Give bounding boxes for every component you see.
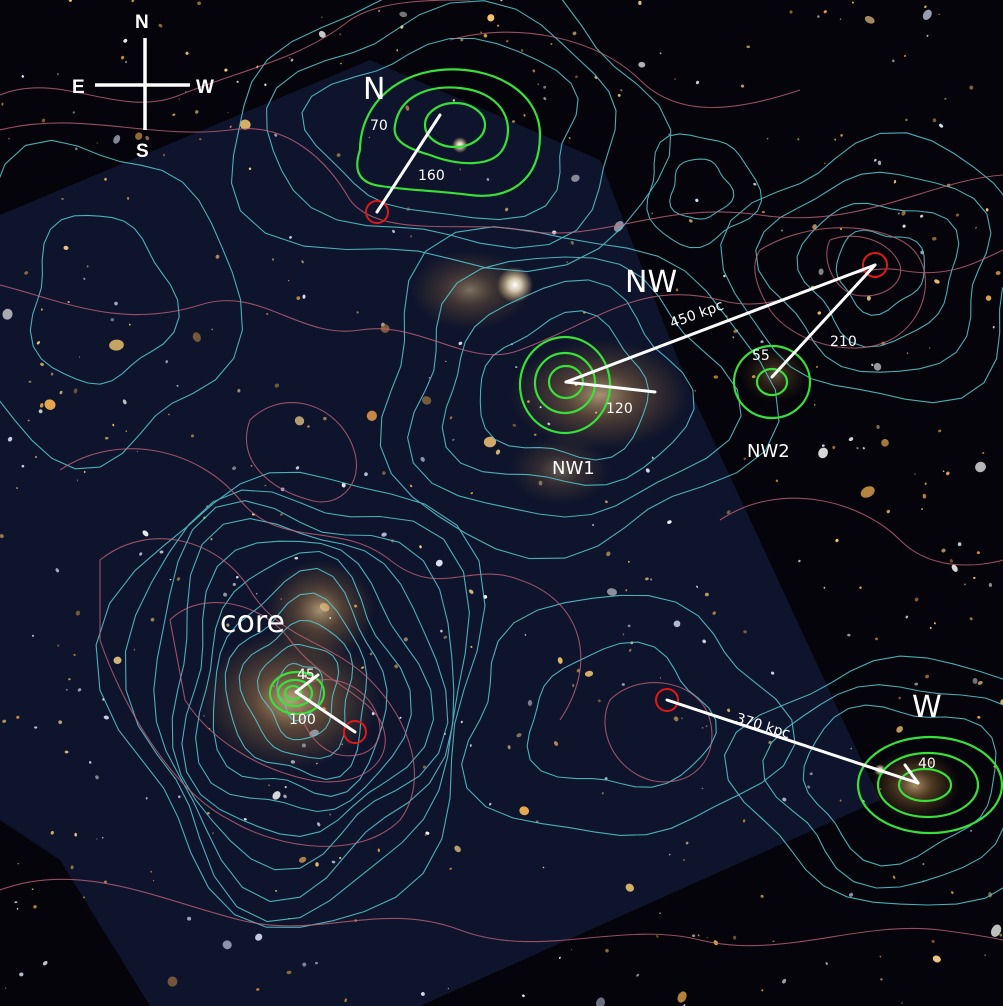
lensing-contour-ring [526,641,717,788]
label-nw1: NW1 [552,458,595,479]
lensing-contour-ring [802,704,997,867]
lensing-contour-ring [723,655,1003,906]
lensing-contour-ring [720,132,1003,404]
lensing-contour-ring [29,214,180,385]
xray-peak-northwest [862,252,888,278]
contour-w-outer [856,735,1003,835]
line-nw1-120 [564,380,657,394]
compass-south-label: S [136,141,149,162]
contour-nw1-inner [547,364,585,400]
label-core-offset-large: 100 [289,712,316,728]
contour-n-mid [393,86,510,165]
lensing-contour-ring [796,202,960,348]
contour-w-mid [876,751,980,819]
xray-peak-west [655,688,679,712]
label-nw: NW [625,265,677,300]
lensing-contour-ring [256,644,340,741]
line-core-100 [294,690,357,734]
lensing-contour-ring [407,256,742,518]
label-nw2-offset-large: 210 [830,334,857,350]
lensing-contour-ring [238,619,354,760]
compass-east-label: E [72,77,85,98]
label-w-offset: 40 [918,756,936,772]
contour-w-inner [897,767,953,803]
contour-nw2-inner [755,367,789,397]
lensing-contour-ring [379,226,780,560]
compass-west-label: W [196,77,214,98]
lensing-contour-ring [646,133,763,249]
contour-n-inner [423,101,487,149]
lensing-contour-ring [755,171,992,373]
lensing-contour-ring [461,594,796,836]
label-nw2-offset-small: 55 [752,348,770,364]
label-n-offset-large: 160 [418,168,445,184]
xray-peak-north [365,200,389,224]
line-w-40 [903,763,920,785]
xray-peak-core [343,720,367,744]
lensing-contour-ring [835,229,925,316]
label-nw2: NW2 [747,441,790,462]
lensing-contour-ring [124,489,470,923]
lensing-contour-ring [669,158,735,220]
label-core-offset-small: 45 [297,667,315,683]
lensing-contour-ring [153,500,455,903]
compass: N S E W [72,12,214,162]
hst-footprint [0,60,880,1006]
xray-peaks [343,200,888,744]
contour-nw1-outer [518,335,612,435]
contour-core-mid [276,678,314,708]
label-w: W [912,690,942,725]
lensing-contour-ring [0,139,243,470]
label-n-offset-small: 70 [370,118,388,134]
label-core: core [220,605,285,640]
compass-north-label: N [135,12,149,33]
line-n [375,113,442,214]
contour-core-outer [268,670,326,716]
xray-contours [0,0,1003,947]
label-n: N [363,72,385,107]
contour-nw1-mid [533,351,597,415]
lensing-contour-ring [301,37,579,221]
lensing-contour-ring [276,662,323,722]
lensing-contour-ring [195,550,412,813]
contour-nw2-outer [732,344,812,420]
lensing-contour-ring [212,567,388,797]
substructure-contours [268,68,1003,835]
lensing-contour-ring [171,518,449,871]
line-w-370 [665,698,920,785]
separation-lines [294,113,920,785]
line-nw-450 [564,263,877,384]
lensing-contour-ring [230,0,672,273]
contour-core-inner [283,684,303,702]
lensing-contour-ring [95,471,486,928]
lensing-contour-ring [266,0,617,249]
line-core-45 [294,673,320,694]
contour-n-outer [356,68,542,197]
label-nw1-offset: 120 [606,401,633,417]
lensing-contour-ring [441,279,695,486]
line-nw2-210 [770,263,877,379]
lensing-contour-ring [181,540,435,837]
lensing-contours [0,0,1003,928]
lensing-contour-ring [224,592,368,780]
lensing-contour-ring [479,310,650,461]
